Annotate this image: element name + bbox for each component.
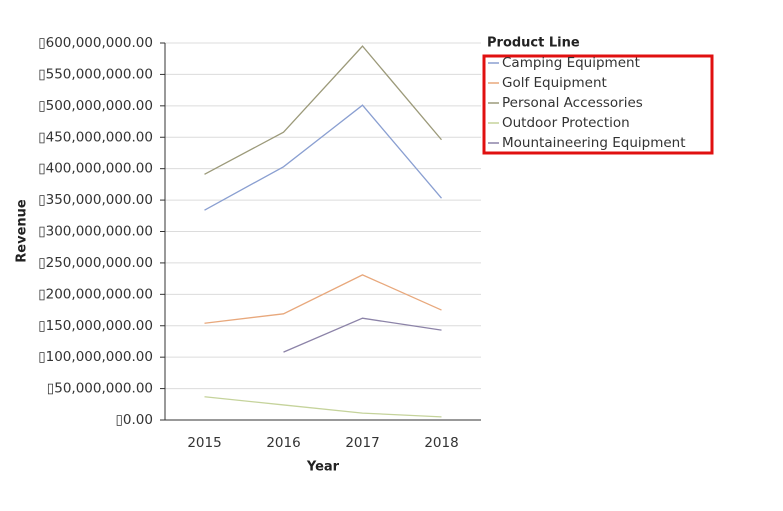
y-tick-label: ▯100,000,000.00 xyxy=(38,349,153,365)
y-tick-label: ▯200,000,000.00 xyxy=(38,286,153,302)
y-tick-label: ▯250,000,000.00 xyxy=(38,255,153,271)
y-tick-label: ▯450,000,000.00 xyxy=(38,129,153,145)
y-tick-label: ▯500,000,000.00 xyxy=(38,98,153,114)
legend-label: Personal Accessories xyxy=(502,95,643,111)
legend-label: Camping Equipment xyxy=(502,55,640,71)
y-tick-label: ▯300,000,000.00 xyxy=(38,224,153,240)
series-line xyxy=(204,104,442,211)
y-tick-label: ▯400,000,000.00 xyxy=(38,161,153,177)
y-tick-label: ▯550,000,000.00 xyxy=(38,66,153,82)
x-tick-label: 2016 xyxy=(266,435,300,451)
x-tick-label: 2017 xyxy=(345,435,379,451)
x-axis-title: Year xyxy=(306,460,340,475)
y-axis-title: Revenue xyxy=(15,199,30,263)
legend-label: Golf Equipment xyxy=(502,75,607,91)
series-line xyxy=(204,274,442,324)
x-tick-label: 2015 xyxy=(187,435,221,451)
legend-label: Outdoor Protection xyxy=(502,115,630,131)
legend-label: Mountaineering Equipment xyxy=(502,135,686,151)
y-tick-label: ▯350,000,000.00 xyxy=(38,192,153,208)
y-tick-label: ▯600,000,000.00 xyxy=(38,35,153,51)
highlight-box xyxy=(482,54,714,155)
y-tick-label: ▯0.00 xyxy=(116,412,154,428)
series-line xyxy=(204,45,442,175)
series-line xyxy=(204,396,442,418)
y-tick-label: ▯150,000,000.00 xyxy=(38,318,153,334)
legend-title: Product Line xyxy=(487,36,580,51)
series-line xyxy=(283,317,442,353)
x-tick-label: 2018 xyxy=(424,435,458,451)
y-tick-label: ▯50,000,000.00 xyxy=(47,381,153,397)
